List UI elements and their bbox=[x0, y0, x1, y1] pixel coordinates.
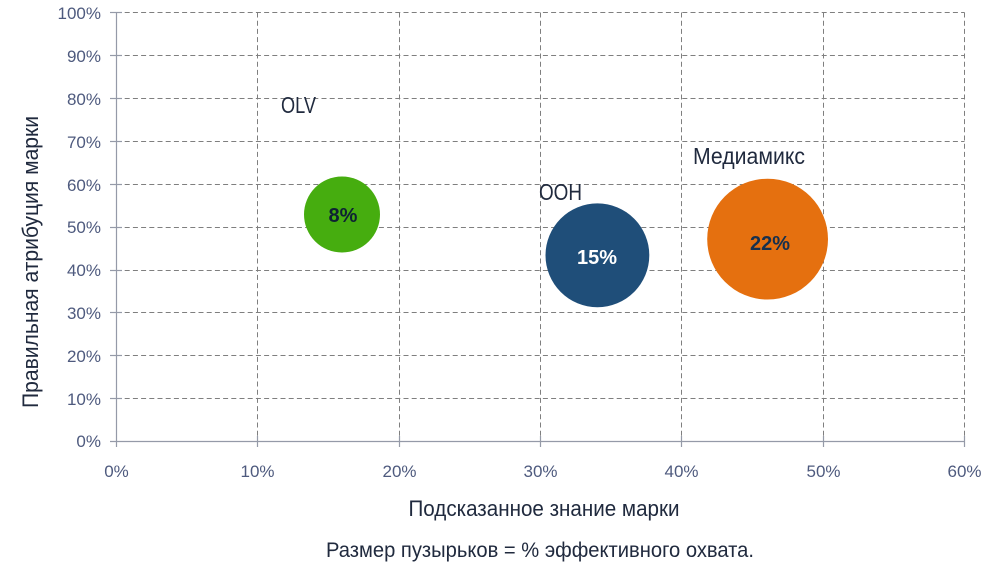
svg-text:OLV: OLV bbox=[281, 92, 317, 118]
svg-text:10%: 10% bbox=[240, 462, 274, 481]
svg-text:30%: 30% bbox=[523, 462, 557, 481]
svg-text:10%: 10% bbox=[67, 390, 101, 409]
svg-text:Медиамикс: Медиамикс bbox=[693, 143, 805, 169]
svg-text:60%: 60% bbox=[947, 462, 981, 481]
svg-text:OOH: OOH bbox=[539, 179, 582, 205]
svg-text:8%: 8% bbox=[329, 205, 358, 227]
svg-text:80%: 80% bbox=[67, 90, 101, 109]
svg-text:Размер пузырьков = % эффективн: Размер пузырьков = % эффективного охвата… bbox=[326, 539, 754, 562]
svg-text:100%: 100% bbox=[58, 4, 101, 23]
svg-text:20%: 20% bbox=[67, 347, 101, 366]
svg-text:Правильная атрибуция марки: Правильная атрибуция марки bbox=[18, 116, 43, 408]
svg-text:0%: 0% bbox=[76, 432, 101, 451]
svg-text:30%: 30% bbox=[67, 304, 101, 323]
svg-text:Подсказанное знание марки: Подсказанное знание марки bbox=[409, 496, 680, 521]
svg-text:40%: 40% bbox=[664, 462, 698, 481]
svg-text:15%: 15% bbox=[577, 247, 617, 269]
svg-text:22%: 22% bbox=[750, 233, 790, 255]
svg-text:50%: 50% bbox=[806, 462, 840, 481]
svg-text:50%: 50% bbox=[67, 218, 101, 237]
svg-text:90%: 90% bbox=[67, 47, 101, 66]
svg-text:70%: 70% bbox=[67, 133, 101, 152]
svg-text:20%: 20% bbox=[382, 462, 416, 481]
svg-text:40%: 40% bbox=[67, 261, 101, 280]
svg-text:0%: 0% bbox=[104, 462, 129, 481]
svg-text:60%: 60% bbox=[67, 176, 101, 195]
